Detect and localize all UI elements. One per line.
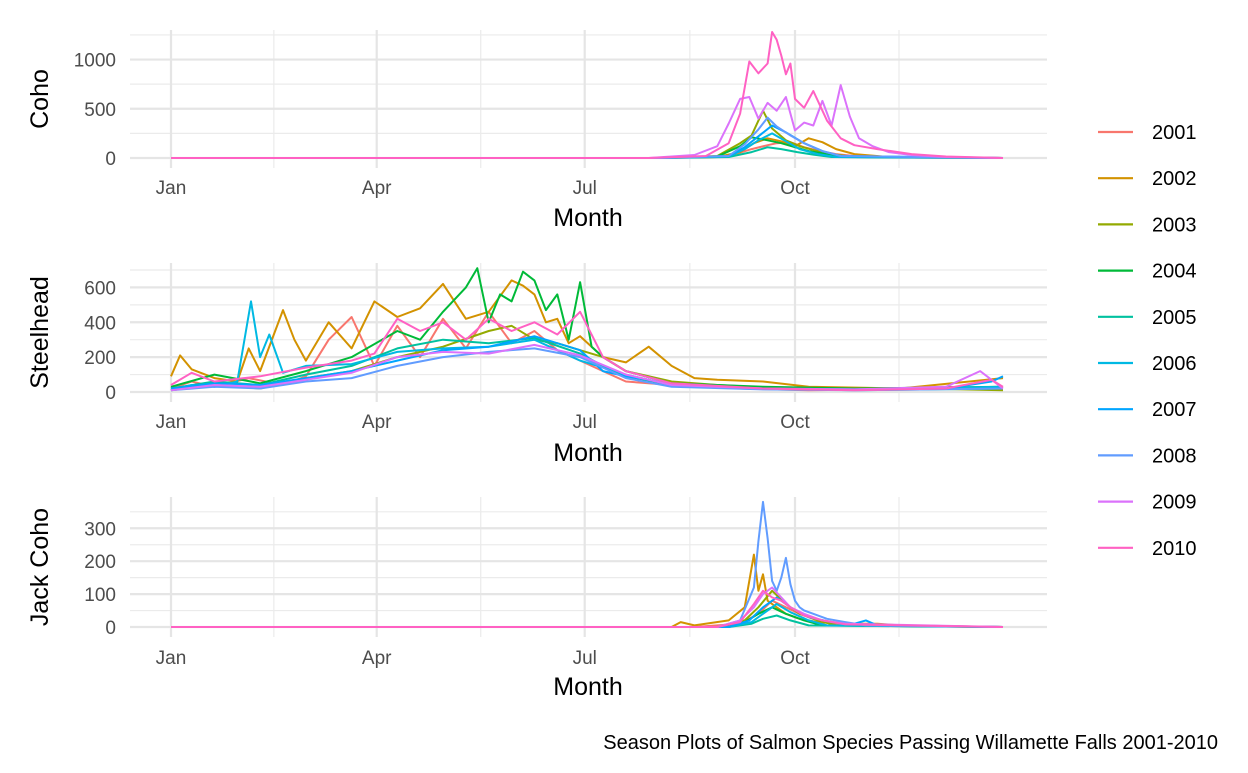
series-line-2008 [171,116,1004,159]
y-tick-label: 200 [84,552,116,573]
legend-label: 2009 [1152,492,1197,514]
legend-label: 2003 [1152,214,1197,236]
x-tick-label: Apr [362,178,392,199]
x-axis-title: Month [553,204,622,232]
legend-item-2004: 2004 [1098,261,1197,283]
x-tick-label: Jul [573,178,597,199]
series-line-2010 [171,31,1004,159]
x-tick-label: Apr [362,412,392,433]
y-tick-label: 0 [105,618,116,639]
series-line-2002 [171,553,1004,628]
y-tick-label: 400 [84,313,116,334]
x-tick-label: Jan [156,178,187,199]
legend-label: 2005 [1152,307,1197,329]
legend-item-2003: 2003 [1098,214,1197,236]
series-line-2003 [171,589,1004,628]
series-line-2007 [171,596,1004,628]
x-axis-title: Month [553,673,622,701]
legend-item-2002: 2002 [1098,168,1197,190]
y-tick-label: 600 [84,278,116,299]
x-tick-label: Oct [780,412,810,433]
series-line-2008 [171,500,1004,628]
series-line-2007 [171,124,1004,159]
y-tick-label: 300 [84,519,116,540]
legend-label: 2010 [1152,538,1197,560]
y-axis-title: Jack Coho [26,508,54,626]
x-tick-label: Jul [573,412,597,433]
legend-label: 2006 [1152,353,1197,375]
x-tick-label: Jul [573,648,597,669]
x-tick-label: Jan [156,412,187,433]
legend-label: 2002 [1152,168,1197,190]
y-axis-title: Coho [26,69,54,129]
legend-item-2010: 2010 [1098,538,1197,560]
series-line-2006 [171,132,1004,159]
legend-item-2007: 2007 [1098,399,1197,421]
legend: 2001 2002 2003 2004 2005 2006 2007 2008 2009 2010 [1098,122,1197,560]
legend-label: 2007 [1152,399,1197,421]
legend-item-2001: 2001 [1098,122,1197,144]
legend-item-2006: 2006 [1098,353,1197,375]
series-line-2008 [170,347,1004,392]
y-tick-label: 100 [84,585,116,606]
y-axis-title: Steelhead [26,276,54,389]
panel-coho: 0 500 1000 Jan Apr Jul Oct Month Coho [26,30,1047,232]
x-tick-label: Jan [156,648,187,669]
x-tick-label: Oct [780,178,810,199]
legend-item-2005: 2005 [1098,307,1197,329]
y-tick-label: 1000 [74,51,116,72]
panel-jack-coho: 0 100 200 300 Jan Apr Jul Oct Month Jack Coho [26,497,1047,701]
y-tick-label: 0 [105,149,116,170]
y-tick-label: 500 [84,100,116,121]
legend-label: 2004 [1152,261,1197,283]
x-axis-title: Month [553,439,622,467]
series-line-2010 [171,589,1004,628]
legend-label: 2001 [1152,122,1197,144]
series-line-2002 [170,279,1004,390]
legend-item-2009: 2009 [1098,492,1197,514]
y-tick-label: 200 [84,348,116,369]
figure-caption: Season Plots of Salmon Species Passing W… [603,732,1218,754]
panel-steelhead: 0 200 400 600 Jan Apr Jul Oct Month Steelhead [26,263,1047,467]
series-line-2009 [170,343,1004,392]
series-line-2009 [171,84,1004,159]
series-line-2003 [171,109,1004,159]
legend-item-2008: 2008 [1098,445,1197,467]
x-tick-label: Apr [362,648,392,669]
legend-label: 2008 [1152,445,1197,467]
x-tick-label: Oct [780,648,810,669]
series-line-2010 [170,310,1004,392]
y-tick-label: 0 [105,383,116,404]
